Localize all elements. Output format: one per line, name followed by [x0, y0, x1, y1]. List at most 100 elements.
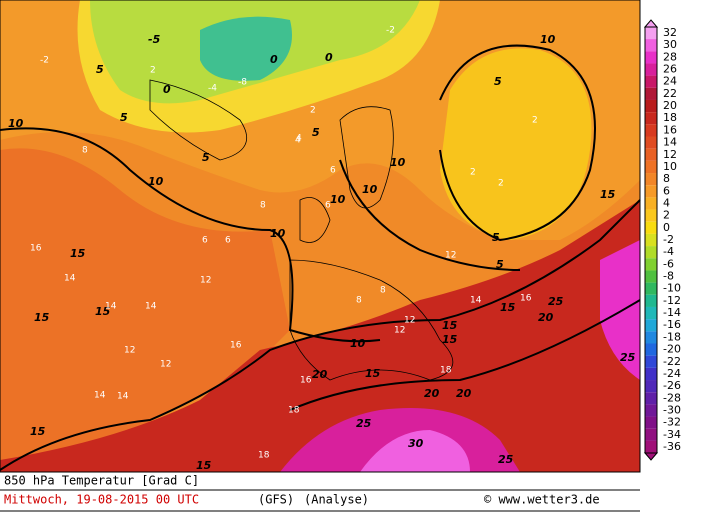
- contour-label: 15: [442, 319, 458, 332]
- colorbar-label: -16: [663, 318, 681, 331]
- colorbar-swatch: [645, 416, 657, 429]
- field-label: 12: [160, 360, 171, 370]
- field-label: 2: [150, 66, 156, 76]
- colorbar-label: 10: [663, 160, 677, 173]
- field-label: -4: [208, 84, 217, 94]
- colorbar-swatch: [645, 160, 657, 174]
- colorbar-swatch: [645, 136, 657, 149]
- field-label: 12: [445, 251, 456, 261]
- colorbar-label: 32: [663, 26, 677, 39]
- contour-label: 25: [548, 295, 564, 308]
- coastline: [149, 79, 454, 381]
- colorbar-label: 8: [663, 172, 670, 185]
- contour-label: 10: [148, 175, 164, 188]
- field-label: -2: [40, 56, 49, 66]
- contour-label: 5: [120, 111, 128, 124]
- field-label: 6: [202, 236, 208, 246]
- contour: [289, 299, 641, 411]
- yellow-cell: [440, 48, 592, 240]
- contour-label: 15: [34, 311, 50, 324]
- colorbar-swatch: [645, 282, 657, 295]
- field-label: 12: [404, 316, 415, 326]
- colorbar-label: 4: [663, 196, 670, 209]
- colorbar-swatch: [645, 343, 657, 356]
- colorbar-label: 12: [663, 148, 677, 161]
- contour-label: 15: [30, 425, 46, 438]
- colorbar-swatch: [645, 380, 657, 393]
- colorbar-label: 30: [663, 38, 677, 51]
- colorbar-swatch: [645, 26, 657, 40]
- cold-core: [200, 16, 292, 81]
- colorbar-swatch: [645, 51, 657, 64]
- field-label: 14: [94, 391, 106, 401]
- colorbar-swatch: [645, 319, 657, 332]
- contour: [0, 199, 641, 471]
- contour-label: 10: [390, 156, 406, 169]
- colorbar-label: -26: [663, 379, 681, 392]
- coastlines: [149, 79, 454, 381]
- field-label: 18: [288, 406, 300, 416]
- colorbar: 32302826242220181614121086420-2-4-6-8-10…: [643, 19, 681, 461]
- contour-label: 5: [202, 151, 210, 164]
- contour: [0, 127, 381, 343]
- contour-label: 15: [70, 247, 86, 260]
- colorbar-swatch: [645, 246, 657, 259]
- colorbar-swatch: [645, 99, 657, 113]
- colorbar-label: 24: [663, 75, 677, 88]
- colorbar-swatch: [645, 75, 657, 88]
- contour-label: 10: [330, 193, 346, 206]
- map: [0, 0, 641, 472]
- field-label: 14: [145, 302, 157, 312]
- colorbar-label: -2: [663, 233, 674, 246]
- contour: [439, 44, 596, 242]
- colorbar-label: 6: [663, 184, 670, 197]
- field-label: 4: [295, 136, 301, 146]
- contour-label: 25: [356, 417, 372, 430]
- contour-label: 5: [492, 231, 500, 244]
- colorbar-swatch: [645, 306, 657, 320]
- colorbar-swatch: [645, 209, 657, 222]
- colorbar-label: -12: [663, 294, 681, 307]
- field-label: -2: [386, 26, 395, 36]
- colorbar-label: -6: [663, 257, 674, 270]
- contour-label: 5: [96, 63, 104, 76]
- contour-label: 15: [196, 459, 212, 472]
- field-label: 16: [30, 244, 42, 254]
- field-label: 16: [520, 294, 532, 304]
- colorbar-frame: [644, 26, 658, 454]
- colorbar-label: -32: [663, 416, 681, 429]
- colorbar-label: 28: [663, 50, 677, 63]
- field-label: 8: [380, 286, 386, 296]
- field-label: 18: [258, 451, 270, 461]
- colorbar-label: 2: [663, 209, 670, 222]
- contour-label: 25: [498, 453, 514, 466]
- field-label: 6: [325, 201, 331, 211]
- field-label: 6: [225, 236, 231, 246]
- colorbar-label: -24: [663, 367, 681, 380]
- contour-label: 20: [456, 387, 472, 400]
- colorbar-swatch: [645, 428, 657, 441]
- field-label: 12: [394, 326, 405, 336]
- field-label: 2: [470, 168, 476, 178]
- contour-label: 30: [408, 437, 424, 450]
- colorbar-label: -14: [663, 306, 681, 319]
- colorbar-swatch: [645, 404, 657, 417]
- contour-label: 5: [496, 258, 504, 271]
- contour-label: 20: [312, 368, 328, 381]
- footer-model: (GFS): [258, 493, 294, 507]
- colorbar-label: 22: [663, 87, 677, 100]
- colorbar-swatch: [645, 270, 657, 283]
- colorbar-swatch: [645, 63, 657, 76]
- contour-label: 20: [538, 311, 554, 324]
- contour-label: 15: [95, 305, 111, 318]
- colorbar-label: 0: [663, 221, 670, 234]
- contour-label: 15: [600, 188, 616, 201]
- map-frame: [0, 0, 641, 473]
- contour: [339, 159, 521, 271]
- contour-label: 0: [325, 51, 333, 64]
- contours: [0, 44, 641, 471]
- contour-label: -5: [148, 33, 161, 46]
- warm-ocean: [0, 148, 290, 471]
- colorbar-swatch: [645, 148, 657, 161]
- contour-label: 10: [8, 117, 24, 130]
